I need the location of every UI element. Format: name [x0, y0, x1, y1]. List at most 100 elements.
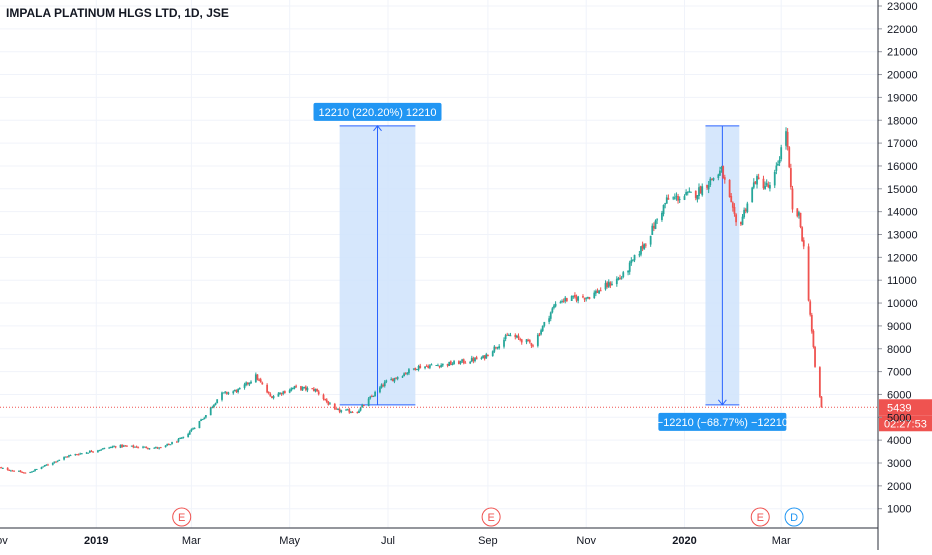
candle-body [651, 225, 654, 235]
candle-body [549, 312, 552, 319]
candle-body [53, 461, 56, 463]
candle-body [583, 298, 586, 300]
candle-body [530, 343, 533, 346]
candle-body [641, 245, 644, 249]
candle-body [119, 444, 122, 448]
countdown-label-bg [879, 415, 932, 432]
candle-body [632, 259, 634, 261]
candle-body [271, 396, 273, 399]
time-tick-label: Jul [381, 535, 395, 547]
candle-body [101, 448, 104, 450]
candle-body [495, 347, 497, 349]
candle-body [391, 379, 394, 382]
candle-body [175, 441, 178, 443]
candle-body [233, 389, 236, 391]
candle-body [374, 391, 376, 397]
candle-body [277, 393, 280, 397]
candle-body [204, 415, 207, 418]
candle-body [188, 431, 191, 435]
candle-body [295, 385, 298, 387]
grid [0, 0, 878, 528]
candle-body [361, 404, 364, 408]
candle-body [778, 159, 781, 164]
candle-body [733, 206, 736, 214]
candle-body [29, 472, 32, 474]
candle-body [66, 456, 69, 458]
candle-body [656, 219, 659, 221]
candle-body [638, 254, 641, 256]
candle-body [45, 464, 48, 466]
candle-body [503, 339, 505, 347]
measure-arrowhead [717, 399, 727, 406]
candle-body [430, 364, 433, 366]
candle-body [222, 392, 225, 394]
candle-body [301, 387, 304, 391]
candle-body [652, 225, 655, 229]
candle-body [807, 246, 810, 301]
candle-body [559, 302, 562, 304]
time-tick-label: Nov [576, 535, 596, 547]
candle-body [722, 166, 725, 179]
candle-body [227, 392, 230, 394]
candle-body [696, 195, 699, 200]
candle-body [85, 452, 88, 454]
price-tick-label: 12000 [887, 252, 918, 264]
measure-label-bg [658, 412, 787, 431]
candle-body [225, 392, 228, 394]
candle-body [158, 447, 161, 449]
candle-body [820, 396, 823, 408]
earnings-marker[interactable] [481, 507, 501, 527]
candle-body [306, 388, 309, 391]
candle-body [11, 470, 14, 472]
candle-body [814, 347, 816, 367]
measurement-tools[interactable]: 12210 (220.20%) 12210 −12210 (−68.77%) −1… [313, 102, 788, 431]
candle-body [367, 398, 370, 406]
candle-body [622, 272, 625, 277]
candle-body [609, 282, 612, 286]
candle-body [675, 195, 678, 197]
candle-body [404, 373, 407, 375]
dividend-marker[interactable] [784, 507, 804, 527]
candle-body [785, 131, 787, 146]
candle-body [744, 209, 747, 211]
candle-body [482, 355, 484, 359]
candle-body [678, 199, 681, 201]
candle-body [98, 450, 101, 452]
candle-body [588, 297, 591, 300]
candle-body [428, 365, 431, 368]
price-tick-label: 13000 [887, 230, 918, 242]
candle-body [6, 467, 9, 470]
candle-body [673, 197, 676, 199]
candle-body [63, 457, 65, 460]
candle-body [548, 318, 551, 322]
candle-body [193, 427, 196, 429]
candle-body [145, 446, 148, 449]
candle-body [55, 461, 57, 463]
candle-body [401, 376, 404, 378]
candle-body [464, 362, 467, 364]
symbol-title: IMPALA PLATINUM HLGS LTD, 1D, JSE [6, 6, 229, 20]
candle-body [317, 391, 320, 395]
candle-body [201, 419, 204, 421]
candle-body [565, 298, 568, 302]
candle-body [664, 203, 667, 205]
candle-body [661, 212, 663, 220]
candle-body [788, 147, 791, 168]
candle-body [322, 394, 325, 400]
earnings-marker[interactable] [750, 507, 770, 527]
candle-body [504, 335, 507, 339]
earnings-marker[interactable] [172, 507, 192, 527]
candle-body [340, 410, 343, 412]
candle-body [238, 387, 241, 390]
candle-body [261, 382, 264, 385]
candle-body [575, 297, 578, 301]
candle-body [707, 185, 710, 190]
candle-body [633, 254, 636, 261]
candle-body [665, 197, 668, 204]
candle-body [532, 345, 534, 347]
candle-body [799, 212, 802, 228]
candle-body [1, 467, 4, 469]
